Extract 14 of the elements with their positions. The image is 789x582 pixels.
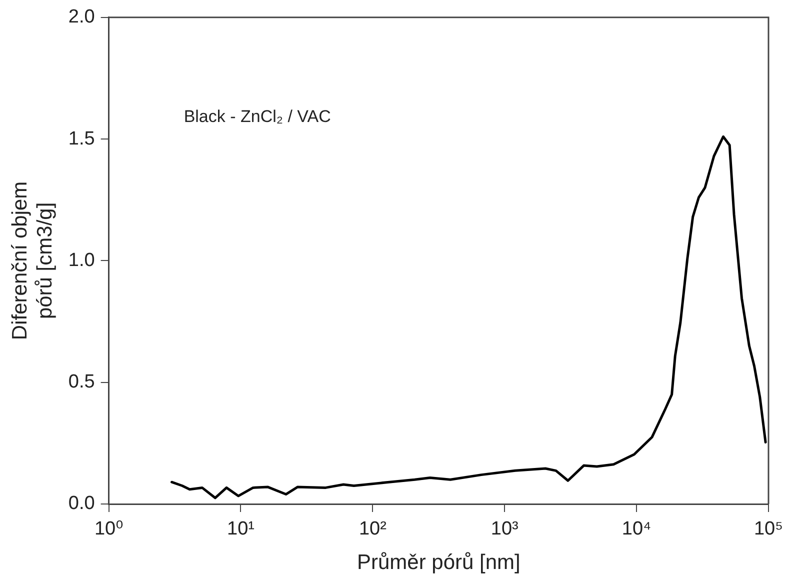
- y-tick-label: 2.0: [68, 6, 95, 28]
- y-axis-title: Diferenční objem pórů [cm3/g]: [8, 181, 57, 340]
- x-axis-title: Průměr pórů [nm]: [356, 551, 520, 574]
- x-tick-label: 10²: [358, 518, 386, 540]
- x-tick-label: 10⁴: [622, 518, 652, 540]
- x-tick-label: 10⁵: [754, 518, 784, 540]
- y-tick-label: 1.0: [68, 250, 95, 271]
- annotation: Black - ZnCl₂ / VAC: [184, 107, 331, 126]
- y-tick-label: 0.5: [68, 372, 95, 393]
- x-tick-label: 10¹: [227, 518, 254, 540]
- x-tick-label: 10³: [490, 518, 518, 540]
- y-tick-label: 1.5: [68, 128, 95, 150]
- x-tick-label: 10⁰: [94, 518, 124, 540]
- y-tick-label: 0.0: [68, 493, 95, 514]
